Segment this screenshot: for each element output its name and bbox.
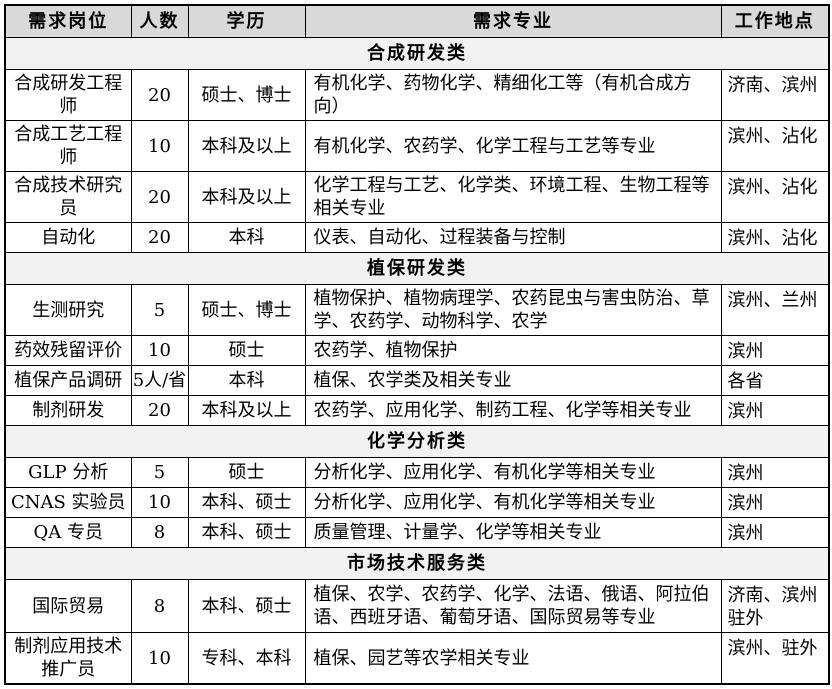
position-cell: 自动化 <box>4 222 132 253</box>
majors-cell: 有机化学、药物化学、精细化工等（有机合成方向） <box>304 69 722 121</box>
position-cell: 制剂研发 <box>4 395 132 426</box>
education-cell: 本科、硕士 <box>187 579 306 633</box>
education-cell: 硕士 <box>187 335 306 366</box>
position-cell: 药效残留评价 <box>4 335 132 366</box>
table-row: QA 专员 8 本科、硕士 质量管理、计量学、化学等相关专业 滨州 <box>4 517 830 548</box>
table-row: GLP 分析 5 硕士 分析化学、应用化学、有机化学等相关专业 滨州 <box>4 457 830 488</box>
count-cell: 20 <box>130 69 189 121</box>
section-title: 合成研发类 <box>4 37 830 70</box>
majors-cell: 质量管理、计量学、化学等相关专业 <box>304 517 722 548</box>
location-cell: 滨州 <box>720 517 830 548</box>
location-cell: 滨州 <box>720 487 830 518</box>
table-row: 合成研发工程师 20 硕士、博士 有机化学、药物化学、精细化工等（有机合成方向） 济南、… <box>4 69 830 121</box>
table-row: 合成技术研究员 20 本科及以上 化学工程与工艺、化学类、环境工程、生物工程等相关专业… <box>4 171 830 223</box>
education-cell: 硕士 <box>187 457 306 488</box>
column-header-position: 需求岗位 <box>4 4 132 38</box>
majors-cell: 仪表、自动化、过程装备与控制 <box>304 222 722 253</box>
majors-cell: 植保、园艺等农学相关专业 <box>304 632 722 685</box>
location-cell: 各省 <box>720 365 830 396</box>
position-cell: GLP 分析 <box>4 457 132 488</box>
count-cell: 20 <box>130 395 189 426</box>
table-row: CNAS 实验员 10 本科、硕士 分析化学、应用化学、有机化学等相关专业 滨州 <box>4 487 830 518</box>
table-body: 合成研发类 合成研发工程师 20 硕士、博士 有机化学、药物化学、精细化工等（有机合成方… <box>4 37 830 685</box>
education-cell: 本科、硕士 <box>187 487 306 518</box>
majors-cell: 分析化学、应用化学、有机化学等相关专业 <box>304 487 722 518</box>
majors-cell: 农药学、植物保护 <box>304 335 722 366</box>
position-cell: 合成研发工程师 <box>4 69 132 121</box>
section-row: 市场技术服务类 <box>4 547 830 580</box>
majors-cell: 化学工程与工艺、化学类、环境工程、生物工程等相关专业 <box>304 171 722 223</box>
location-cell: 济南、滨州驻外 <box>720 579 830 633</box>
education-cell: 本科、硕士 <box>187 517 306 548</box>
count-cell: 10 <box>130 335 189 366</box>
majors-cell: 植保、农学类及相关专业 <box>304 365 722 396</box>
location-cell: 滨州、沾化 <box>720 222 830 253</box>
header-row: 需求岗位 人数 学历 需求专业 工作地点 <box>4 4 830 38</box>
section-title: 化学分析类 <box>4 425 830 458</box>
position-cell: 植保产品调研 <box>4 365 132 396</box>
position-cell: CNAS 实验员 <box>4 487 132 518</box>
position-cell: 生测研究 <box>4 284 132 336</box>
table-row: 制剂应用技术推广员 10 专科、本科 植保、园艺等农学相关专业 滨州、驻外 <box>4 632 830 685</box>
education-cell: 本科及以上 <box>187 120 306 172</box>
section-title: 市场技术服务类 <box>4 547 830 580</box>
count-cell: 10 <box>130 632 189 685</box>
column-header-location: 工作地点 <box>720 4 830 38</box>
education-cell: 本科 <box>187 365 306 396</box>
count-cell: 8 <box>130 517 189 548</box>
position-cell: 合成工艺工程师 <box>4 120 132 172</box>
column-header-education: 学历 <box>187 4 306 38</box>
table-row: 生测研究 5 硕士、博士 植物保护、植物病理学、农药昆虫与害虫防治、草学、农药学、动物… <box>4 284 830 336</box>
majors-cell: 植物保护、植物病理学、农药昆虫与害虫防治、草学、农药学、动物科学、农学 <box>304 284 722 336</box>
recruitment-table: 需求岗位 人数 学历 需求专业 工作地点 合成研发类 合成研发工程师 20 硕士、博士… <box>4 4 830 685</box>
count-cell: 5人/省 <box>130 365 189 396</box>
education-cell: 硕士、博士 <box>187 284 306 336</box>
majors-cell: 有机化学、农药学、化学工程与工艺等专业 <box>304 120 722 172</box>
count-cell: 8 <box>130 579 189 633</box>
table-row: 国际贸易 8 本科、硕士 植保、农学、农药学、化学、法语、俄语、阿拉伯语、西班牙语、葡… <box>4 579 830 633</box>
location-cell: 滨州 <box>720 457 830 488</box>
majors-cell: 分析化学、应用化学、有机化学等相关专业 <box>304 457 722 488</box>
location-cell: 滨州、沾化 <box>720 171 830 223</box>
count-cell: 5 <box>130 457 189 488</box>
table-row: 植保产品调研 5人/省 本科 植保、农学类及相关专业 各省 <box>4 365 830 396</box>
position-cell: 制剂应用技术推广员 <box>4 632 132 685</box>
location-cell: 济南、滨州 <box>720 69 830 121</box>
count-cell: 10 <box>130 487 189 518</box>
education-cell: 本科及以上 <box>187 395 306 426</box>
section-row: 植保研发类 <box>4 252 830 285</box>
location-cell: 滨州 <box>720 395 830 426</box>
section-row: 合成研发类 <box>4 37 830 70</box>
majors-cell: 农药学、应用化学、制药工程、化学等相关专业 <box>304 395 722 426</box>
majors-cell: 植保、农学、农药学、化学、法语、俄语、阿拉伯语、西班牙语、葡萄牙语、国际贸易等专… <box>304 579 722 633</box>
location-cell: 滨州、沾化 <box>720 120 830 172</box>
count-cell: 20 <box>130 171 189 223</box>
table-row: 自动化 20 本科 仪表、自动化、过程装备与控制 滨州、沾化 <box>4 222 830 253</box>
position-cell: QA 专员 <box>4 517 132 548</box>
column-header-count: 人数 <box>130 4 189 38</box>
education-cell: 硕士、博士 <box>187 69 306 121</box>
section-row: 化学分析类 <box>4 425 830 458</box>
education-cell: 本科 <box>187 222 306 253</box>
column-header-majors: 需求专业 <box>304 4 722 38</box>
education-cell: 专科、本科 <box>187 632 306 685</box>
table-row: 制剂研发 20 本科及以上 农药学、应用化学、制药工程、化学等相关专业 滨州 <box>4 395 830 426</box>
education-cell: 本科及以上 <box>187 171 306 223</box>
count-cell: 5 <box>130 284 189 336</box>
position-cell: 合成技术研究员 <box>4 171 132 223</box>
position-cell: 国际贸易 <box>4 579 132 633</box>
count-cell: 20 <box>130 222 189 253</box>
location-cell: 滨州、兰州 <box>720 284 830 336</box>
count-cell: 10 <box>130 120 189 172</box>
location-cell: 滨州 <box>720 335 830 366</box>
section-title: 植保研发类 <box>4 252 830 285</box>
table-row: 合成工艺工程师 10 本科及以上 有机化学、农药学、化学工程与工艺等专业 滨州、沾化 <box>4 120 830 172</box>
location-cell: 滨州、驻外 <box>720 632 830 685</box>
table-row: 药效残留评价 10 硕士 农药学、植物保护 滨州 <box>4 335 830 366</box>
